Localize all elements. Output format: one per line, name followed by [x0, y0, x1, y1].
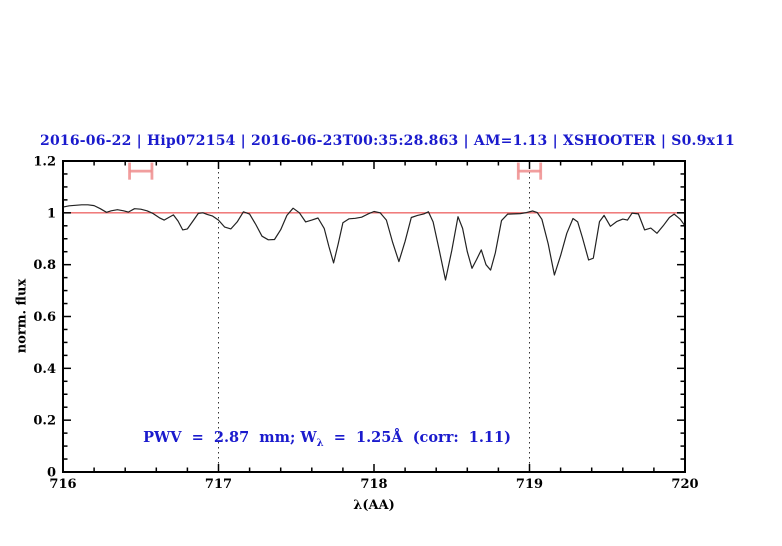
- plot-title: 2016-06-22 | Hip072154 | 2016-06-23T00:3…: [40, 133, 735, 149]
- svg-text:0: 0: [47, 466, 56, 481]
- svg-text:0.2: 0.2: [33, 414, 56, 429]
- svg-text:719: 719: [516, 477, 543, 492]
- svg-text:0.4: 0.4: [33, 362, 56, 377]
- y-axis-label: norm. flux: [14, 278, 30, 354]
- pwv-annotation: PWV = 2.87 mm; Wλ = 1.25Å (corr: 1.11): [133, 412, 511, 449]
- spectrum-curve: [62, 204, 686, 281]
- svg-text:717: 717: [205, 477, 232, 492]
- dotted-guide-lines: [218, 162, 530, 471]
- svg-text:1: 1: [47, 206, 56, 221]
- pwv-annotation-pre: PWV = 2.87 mm; W: [143, 429, 317, 446]
- pwv-annotation-post: = 1.25Å (corr: 1.11): [323, 429, 511, 446]
- svg-text:720: 720: [671, 477, 698, 492]
- svg-text:0.6: 0.6: [33, 310, 56, 325]
- svg-text:0.8: 0.8: [33, 258, 56, 273]
- svg-text:718: 718: [360, 477, 387, 492]
- x-tick-labels: 716 717 718 719 720: [49, 477, 698, 492]
- y-tick-labels: 0 0.2 0.4 0.6 0.8 1 1.2: [33, 155, 56, 481]
- pwv-annotation-subscript: λ: [316, 437, 324, 449]
- svg-text:716: 716: [49, 477, 76, 492]
- axis-ticks: [62, 160, 686, 473]
- x-axis-label: λ(AA): [353, 498, 395, 513]
- line-range-markers: [128, 162, 543, 180]
- svg-text:1.2: 1.2: [33, 155, 56, 170]
